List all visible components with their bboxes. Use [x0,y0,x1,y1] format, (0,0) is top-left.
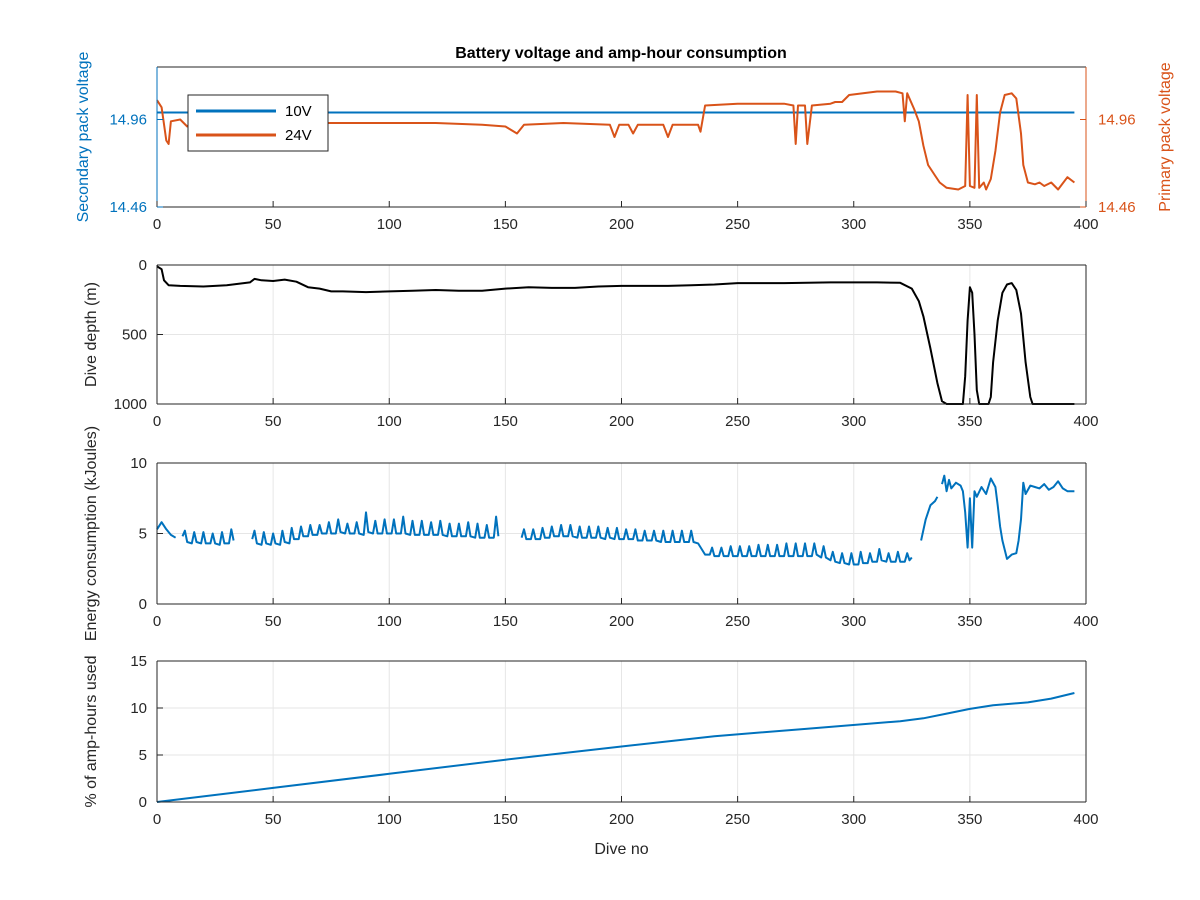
y-tick-label: 0 [139,794,147,811]
x-tick-label: 150 [493,216,518,233]
x-tick-label: 400 [1073,613,1098,630]
x-tick-label: 400 [1073,811,1098,828]
x-tick-label: 0 [153,216,161,233]
x-tick-label: 250 [725,613,750,630]
y-tick-label: 15 [130,653,147,670]
x-tick-label: 0 [153,811,161,828]
y-tick-label: 14.46 [109,199,147,216]
x-tick-label: 350 [957,613,982,630]
x-tick-label: 300 [841,413,866,430]
figure-title: Battery voltage and amp-hour consumption [455,45,787,62]
y-tick-label: 10 [130,700,147,717]
legend-label-24V: 24V [285,127,312,144]
legend-box [187,94,329,152]
x-tick-label: 250 [725,413,750,430]
y-tick-label: 10 [130,455,147,472]
chart-amphours: 0 50 100 150 200 250 300 350 400 0 5 10 15 % of amp-h… [83,653,1099,858]
x-tick-label: 150 [493,413,518,430]
y-tick-label: 0 [139,596,147,613]
y-tick-label: 500 [122,327,147,344]
y-axis-label: Secondary pack voltage [75,52,92,223]
series-line-segment [520,524,913,566]
series-line-segment [251,511,500,546]
y-tick-label: 5 [139,747,147,764]
x-tick-label: 200 [609,613,634,630]
x-tick-label: 100 [377,613,402,630]
x-tick-label: 50 [265,413,282,430]
y-tick-label-right: 14.96 [1098,112,1136,129]
x-tick-label: 400 [1073,216,1098,233]
x-tick-label: 250 [725,216,750,233]
x-tick-label: 100 [377,216,402,233]
series-line-segment [941,474,1075,560]
x-tick-label: 300 [841,613,866,630]
x-tick-label: 200 [609,811,634,828]
series-line-segment [181,528,235,546]
series-line [156,692,1075,803]
x-tick-label: 200 [609,413,634,430]
y-tick-label: 1000 [114,396,147,413]
x-tick-label: 50 [265,811,282,828]
y-tick-label: 14.96 [109,112,147,129]
chart-energy: 0 50 100 150 200 250 300 350 400 0 5 10 Energy consu… [83,426,1099,641]
x-tick-label: 150 [493,613,518,630]
series-line-segment [156,521,177,539]
x-tick-label: 0 [153,413,161,430]
x-tick-label: 100 [377,413,402,430]
chart-depth: 0 50 100 150 200 250 300 350 400 0 500 1000 Dive dep… [83,257,1099,430]
y-tick-label: 0 [139,257,147,274]
x-axis-label: Dive no [594,841,648,858]
x-tick-label: 100 [377,811,402,828]
x-tick-label: 350 [957,216,982,233]
y-axis-label: % of amp-hours used [83,655,100,807]
series-line-24V [156,90,1076,191]
x-tick-label: 0 [153,613,161,630]
y-axis-label-right: Primary pack voltage [1157,62,1174,211]
legend-label-10V: 10V [285,103,312,120]
series-line-segment [920,496,939,541]
x-tick-label: 250 [725,811,750,828]
x-tick-label: 150 [493,811,518,828]
chart-voltage: 0 50 100 150 200 250 300 350 40014.4614.9614.461… [75,52,1174,233]
x-tick-label: 300 [841,811,866,828]
x-tick-label: 50 [265,613,282,630]
y-tick-label: 5 [139,526,147,543]
series-line [156,265,1075,405]
x-tick-label: 400 [1073,413,1098,430]
x-tick-label: 50 [265,216,282,233]
x-tick-label: 200 [609,216,634,233]
x-tick-label: 300 [841,216,866,233]
y-tick-label-right: 14.46 [1098,199,1136,216]
plot-area: 0 50 100 150 200 250 300 350 40014.4614.9614.461… [75,52,1174,858]
y-axis-label: Energy consumption (kJoules) [83,426,100,641]
x-tick-label: 350 [957,413,982,430]
x-tick-label: 350 [957,811,982,828]
y-axis-label: Dive depth (m) [83,282,100,387]
